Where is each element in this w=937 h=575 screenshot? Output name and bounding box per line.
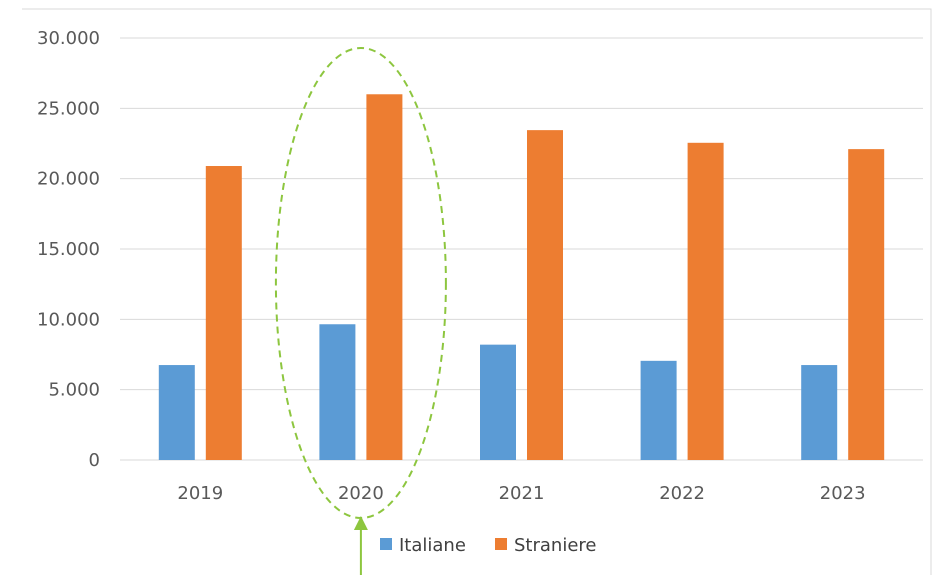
- legend-label-italiane: Italiane: [399, 535, 466, 556]
- x-axis-ticks: 2019 2020 2021 2022 2023: [177, 483, 865, 504]
- bars: [158, 94, 885, 461]
- bar-italiane-2019: [158, 365, 195, 460]
- gridlines: [120, 37, 923, 461]
- chart-border: [22, 8, 932, 575]
- highlight-arrow-head: [353, 516, 368, 530]
- x-tick-label: 2020: [338, 483, 384, 504]
- bar-straniere-2023: [848, 149, 885, 461]
- x-tick-label: 2019: [177, 483, 223, 504]
- bar-straniere-2021: [527, 130, 563, 461]
- bar-straniere-2020: [366, 94, 403, 461]
- legend-label-straniere: Straniere: [514, 535, 596, 556]
- x-tick-label: 2023: [820, 483, 866, 504]
- x-tick-label: 2021: [499, 483, 545, 504]
- x-tick-label: 2022: [659, 483, 705, 504]
- highlight-annotation: [274, 47, 447, 575]
- legend: Italiane Straniere: [380, 535, 596, 556]
- highlight-ellipse: [274, 47, 447, 519]
- y-tick-label: 5.000: [48, 380, 100, 401]
- bar-straniere-2019: [205, 166, 242, 461]
- y-tick-label: 30.000: [37, 28, 100, 49]
- legend-swatch-straniere: [495, 538, 507, 550]
- y-tick-label: 0: [89, 450, 100, 471]
- bar-italiane-2022: [640, 360, 677, 460]
- y-axis-ticks: 0 5.000 10.000 15.000 20.000 25.000 30.000: [37, 28, 100, 471]
- bar-italiane-2020: [319, 324, 356, 460]
- legend-swatch-italiane: [380, 538, 392, 550]
- y-tick-label: 25.000: [37, 98, 100, 119]
- y-tick-label: 10.000: [37, 309, 100, 330]
- y-tick-label: 20.000: [37, 169, 100, 190]
- bar-italiane-2023: [801, 365, 838, 460]
- y-tick-label: 15.000: [37, 239, 100, 260]
- bar-straniere-2022: [687, 142, 724, 460]
- bar-italiane-2021: [480, 344, 516, 460]
